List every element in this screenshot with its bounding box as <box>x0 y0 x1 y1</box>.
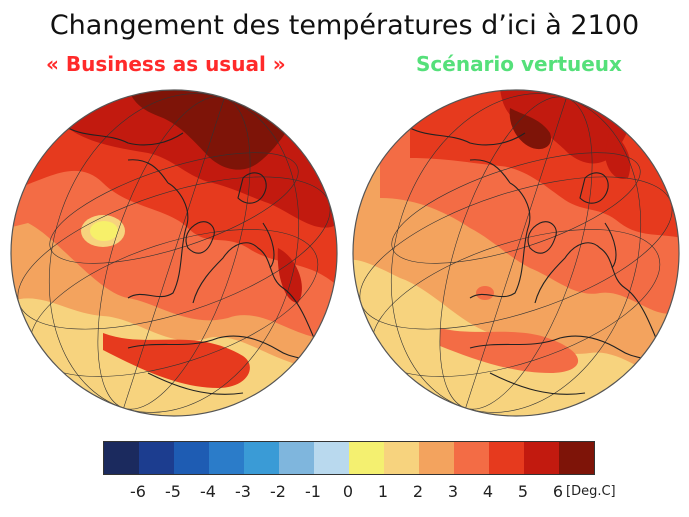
legend-swatch <box>384 442 419 474</box>
globe-virtuous-scenario <box>352 89 680 417</box>
legend-unit-label: [Deg.C] <box>566 484 616 499</box>
color-scale-legend <box>103 441 595 475</box>
legend-tick-label: 1 <box>377 482 389 501</box>
legend-swatch <box>524 442 559 474</box>
legend-swatch <box>244 442 279 474</box>
legend-swatch <box>489 442 524 474</box>
legend-swatch <box>174 442 209 474</box>
legend-tick-label: 5 <box>517 482 529 501</box>
legend-swatch <box>419 442 454 474</box>
legend-tick-label: -4 <box>200 482 216 501</box>
scenario-label-business-as-usual: « Business as usual » <box>46 52 286 76</box>
legend-tick-label: 4 <box>482 482 494 501</box>
legend-swatch <box>104 442 139 474</box>
legend-tick-label: -2 <box>270 482 286 501</box>
legend-swatch <box>279 442 314 474</box>
map-title: Changement des températures d’ici à 2100 <box>49 10 640 41</box>
legend-swatch <box>139 442 174 474</box>
legend-tick-label: 2 <box>412 482 424 501</box>
legend-swatch <box>559 442 594 474</box>
legend-tick-label: 0 <box>342 482 354 501</box>
legend-tick-label: 6 <box>552 482 564 501</box>
globe-business-as-usual <box>10 89 338 417</box>
legend-tick-label: -1 <box>305 482 321 501</box>
legend-tick-label: -3 <box>235 482 251 501</box>
legend-swatch <box>209 442 244 474</box>
legend-tick-label: 3 <box>447 482 459 501</box>
scenario-label-virtuous: Scénario vertueux <box>416 52 622 76</box>
legend-swatch <box>454 442 489 474</box>
legend-swatch <box>349 442 384 474</box>
legend-swatch <box>314 442 349 474</box>
legend-tick-label: -5 <box>165 482 181 501</box>
legend-tick-label: -6 <box>130 482 146 501</box>
